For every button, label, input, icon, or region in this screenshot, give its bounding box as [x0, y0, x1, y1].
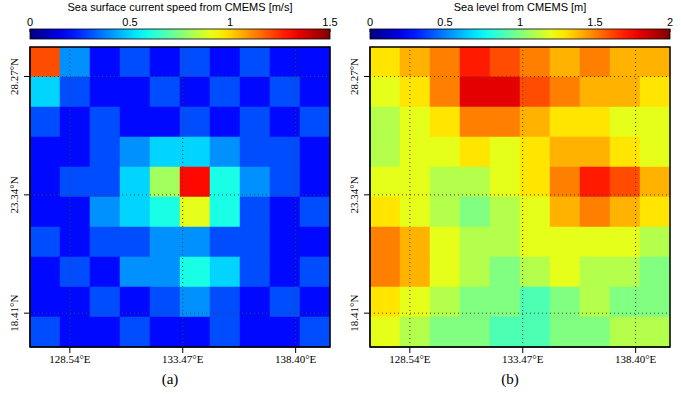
svg-text:0: 0 [27, 16, 33, 28]
svg-text:1: 1 [227, 16, 233, 28]
svg-text:133.47°E: 133.47°E [162, 353, 204, 365]
svg-text:0.5: 0.5 [122, 16, 137, 28]
svg-text:23.34°N: 23.34°N [348, 176, 360, 213]
svg-text:1.5: 1.5 [587, 16, 602, 28]
html-text:(b): (b) [501, 371, 519, 387]
svg-text:0: 0 [367, 16, 373, 28]
svg-text:138.40°E: 138.40°E [615, 353, 657, 365]
svg-text:18.41°N: 18.41°N [348, 295, 360, 332]
svg-text:Sea level from CMEMS [m]: Sea level from CMEMS [m] [454, 1, 587, 13]
svg-text:23.34°N: 23.34°N [8, 176, 20, 213]
html-text:(a): (a) [161, 371, 179, 387]
svg-text:0.5: 0.5 [437, 16, 452, 28]
svg-text:1: 1 [517, 16, 523, 28]
svg-text:28.27°N: 28.27°N [8, 58, 20, 95]
svg-text:Sea surface current speed from: Sea surface current speed from CMEMS [m/… [68, 1, 293, 13]
svg-text:128.54°E: 128.54°E [49, 353, 91, 365]
svg-text:2: 2 [667, 16, 673, 28]
svg-text:133.47°E: 133.47°E [502, 353, 544, 365]
svg-text:138.40°E: 138.40°E [275, 353, 317, 365]
svg-text:128.54°E: 128.54°E [389, 353, 431, 365]
svg-text:18.41°N: 18.41°N [8, 295, 20, 332]
svg-text:1.5: 1.5 [322, 16, 337, 28]
svg-text:28.27°N: 28.27°N [348, 58, 360, 95]
